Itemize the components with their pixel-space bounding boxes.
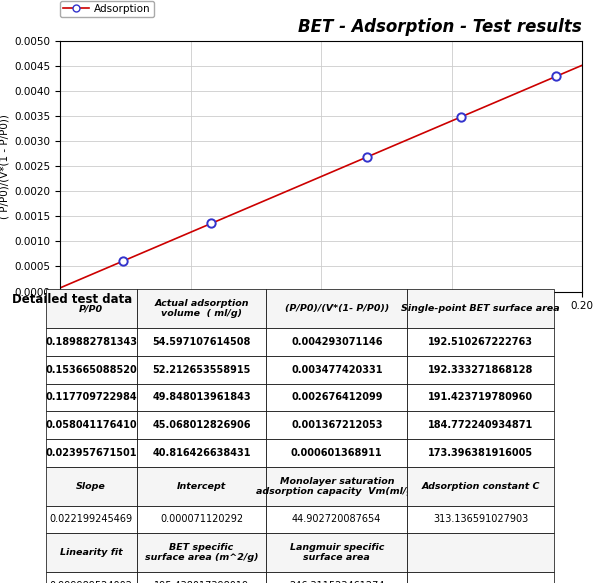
Y-axis label: ( P/P0)/(V*(1 - P/P0)): ( P/P0)/(V*(1 - P/P0)) [0, 114, 10, 219]
Text: Detailed test data: Detailed test data [12, 293, 132, 306]
X-axis label: P/P0: P/P0 [305, 315, 337, 328]
Text: BET - Adsorption - Test results: BET - Adsorption - Test results [298, 19, 582, 37]
Legend: Adsorption: Adsorption [60, 1, 154, 17]
